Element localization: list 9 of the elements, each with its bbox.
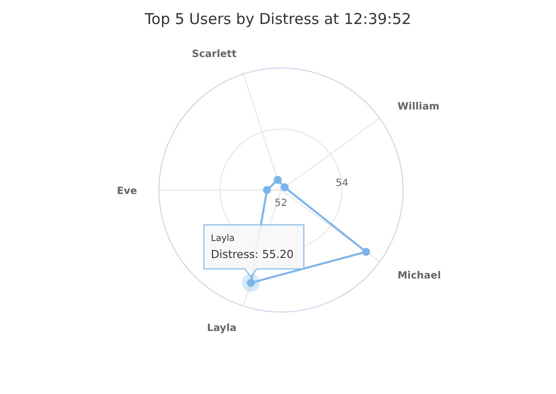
chart-title: Top 5 Users by Distress at 12:39:52 [144,10,412,28]
text: Layla Distress: 55.20 [210,234,294,261]
spoke-label: William [398,101,440,112]
spoke-label: Eve [116,186,138,197]
spoke-label: Scarlett [192,49,237,60]
spoke-label: Michael [398,270,441,282]
y-tick-label: 52 [274,198,288,209]
y-tick-label: 54 [336,178,348,189]
spoke-label: Layla [206,322,236,334]
